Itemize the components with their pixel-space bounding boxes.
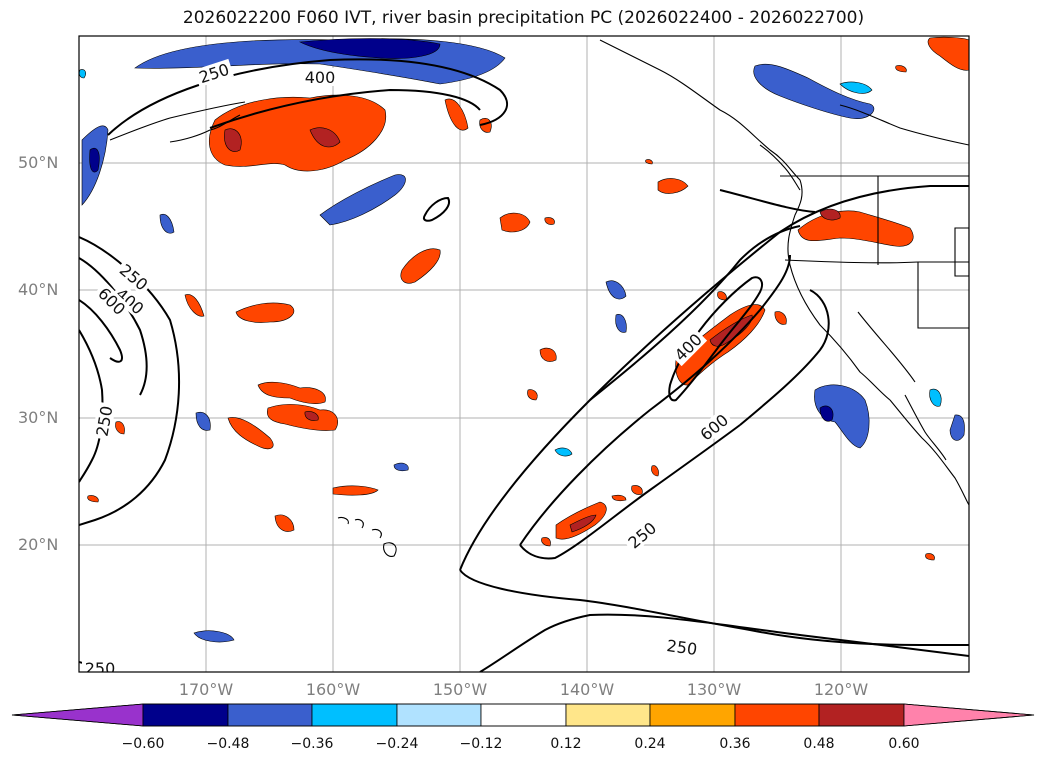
- colorbar-tick: −0.36: [290, 736, 334, 752]
- lat-label-20n: 20°N: [18, 535, 59, 554]
- colorbar-tick: 0.36: [719, 736, 751, 752]
- colorbar-bin-4: [396, 703, 482, 727]
- colorbar-tick: 0.60: [888, 736, 920, 752]
- lon-label-170w: 170°W: [178, 680, 234, 699]
- colorbar-tick: −0.24: [375, 736, 419, 752]
- colorbar-tick: 0.24: [634, 736, 666, 752]
- map-frame: [78, 35, 970, 673]
- map-title: 2026022200 F060 IVT, river basin precipi…: [182, 8, 865, 28]
- lon-label-150w: 150°W: [432, 680, 488, 699]
- gridlines: [79, 36, 969, 672]
- colorbar-extend-high: [903, 703, 1035, 727]
- colorbar-tick: 0.48: [803, 736, 835, 752]
- colorbar-bin-5: [480, 703, 567, 727]
- colorbar-tick: −0.12: [459, 736, 503, 752]
- colorbar-bin-1: [142, 703, 229, 727]
- colorbar-bin-9: [818, 703, 905, 727]
- colorbar-bin-6: [565, 703, 651, 727]
- lat-label-50n: 50°N: [18, 153, 59, 172]
- colorbar-bin-8: [734, 703, 820, 727]
- colorbar-extend-low: [11, 703, 144, 727]
- colorbar: [11, 703, 1035, 727]
- lon-label-130w: 130°W: [686, 680, 742, 699]
- contour-label-250-corner: 250: [85, 659, 116, 678]
- colorbar-bin-7: [649, 703, 736, 727]
- lat-label-30n: 30°N: [18, 408, 59, 427]
- lon-label-120w: 120°W: [813, 680, 869, 699]
- contour-label-400-north: 400: [305, 68, 336, 87]
- colorbar-tick: −0.48: [206, 736, 250, 752]
- colorbar-bin-2: [227, 703, 313, 727]
- colorbar-tick: 0.12: [550, 736, 582, 752]
- lat-label-40n: 40°N: [18, 280, 59, 299]
- ivt-contours: [79, 58, 969, 672]
- lon-label-140w: 140°W: [559, 680, 615, 699]
- contour-label-250-south: 250: [665, 636, 698, 659]
- coastlines: [109, 39, 969, 557]
- lon-label-160w: 160°W: [305, 680, 361, 699]
- colorbar-tick: −0.60: [121, 736, 165, 752]
- colorbar-bin-3: [311, 703, 398, 727]
